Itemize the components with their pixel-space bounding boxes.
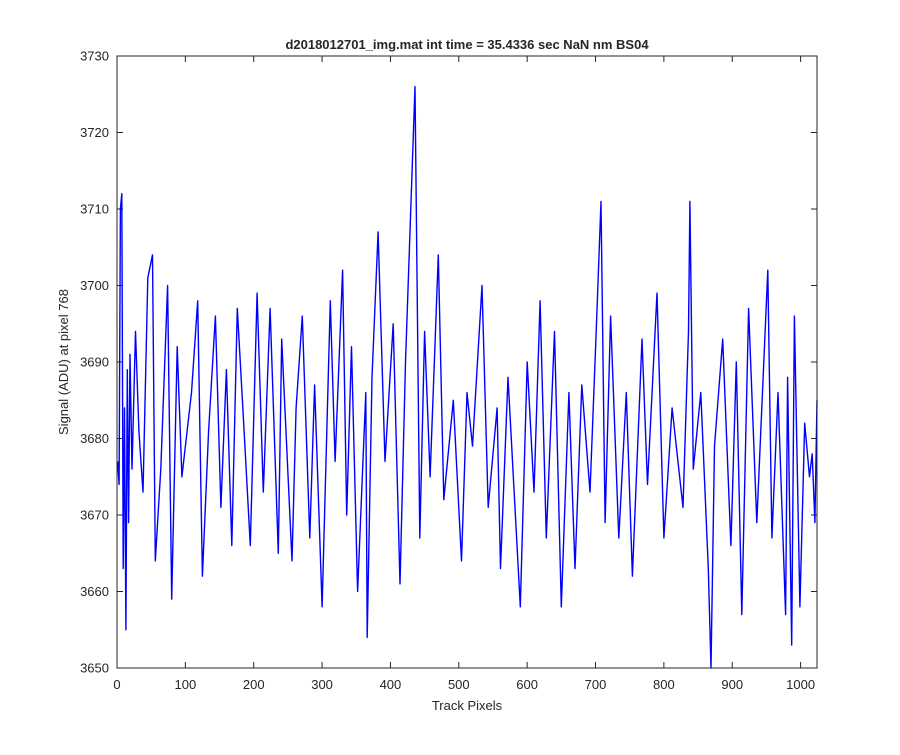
x-tick-label: 1000 [786, 677, 815, 692]
x-axis-label: Track Pixels [432, 698, 503, 713]
x-axis-ticks: 0 100 200 300 400 500 600 700 800 900 1000 [113, 56, 815, 692]
x-tick-label: 500 [448, 677, 470, 692]
x-tick-label: 900 [721, 677, 743, 692]
x-tick-label: 300 [311, 677, 333, 692]
y-tick-label: 3700 [80, 278, 109, 293]
x-tick-label: 700 [585, 677, 607, 692]
y-tick-label: 3670 [80, 508, 109, 523]
y-axis-label: Signal (ADU) at pixel 768 [56, 289, 71, 435]
x-tick-label: 800 [653, 677, 675, 692]
x-tick-label: 400 [380, 677, 402, 692]
y-axis-ticks: 3650 3660 3670 3680 3690 3700 3710 3720 3730 [80, 49, 817, 676]
data-series-line [117, 85, 818, 669]
x-tick-label: 200 [243, 677, 265, 692]
y-tick-label: 3730 [80, 49, 109, 64]
x-tick-label: 600 [516, 677, 538, 692]
chart-title: d2018012701_img.mat int time = 35.4336 s… [285, 37, 649, 52]
y-tick-label: 3710 [80, 202, 109, 217]
y-tick-label: 3660 [80, 584, 109, 599]
y-tick-label: 3690 [80, 355, 109, 370]
x-tick-label: 100 [175, 677, 197, 692]
plot-area [117, 56, 817, 668]
y-tick-label: 3650 [80, 661, 109, 676]
y-tick-label: 3680 [80, 431, 109, 446]
plot-frame [116, 55, 818, 669]
y-tick-label: 3720 [80, 125, 109, 140]
x-tick-label: 0 [113, 677, 120, 692]
